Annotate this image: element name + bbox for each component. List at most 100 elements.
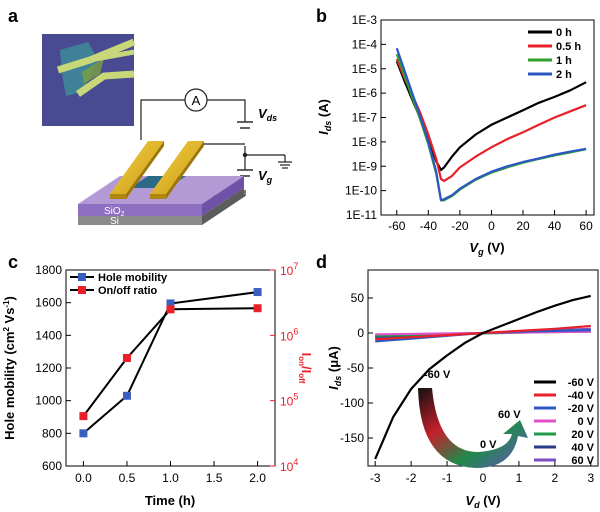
y-tick-label-c: 1200: [35, 361, 62, 375]
y-tick-label-d: 50: [351, 291, 365, 305]
y-axis-label-d: Ids (μA): [326, 346, 343, 390]
x-tick-label-b: -20: [451, 219, 469, 233]
series-group-b: [395, 47, 587, 202]
data-point-c-on-off-ratio: [122, 353, 131, 362]
legend-label-c-on-off-ratio: On/off ratio: [98, 285, 158, 297]
axis-ticks-b: -60 -40 -20 0 20 40 60 1E-11 1E-10 1E-9 1E-8 1E-7 1E…: [345, 13, 593, 233]
x-tick-label-d: 1: [516, 471, 523, 485]
y-tick-label-b: 1E-4: [352, 37, 378, 51]
y2-tick-label-c: 104: [280, 457, 298, 474]
legend-label-b-1-h: 1 h: [556, 55, 572, 67]
si-label: Si: [110, 216, 119, 227]
x-tick-label-d: -3: [370, 471, 381, 485]
arrow-start-label: -60 V: [424, 369, 451, 381]
x-tick-label-b: -60: [388, 219, 406, 233]
y-tick-label-b: 1E-9: [352, 159, 378, 173]
optical-image-inset: [42, 34, 136, 126]
x-tick-label-c: 0.5: [119, 471, 136, 485]
arrow-mid-label: 0 V: [480, 439, 497, 451]
data-point-c-hole-mobility: [253, 288, 262, 297]
legend-label-b-0-h: 0 h: [556, 27, 572, 39]
y-tick-label-b: 1E-8: [352, 135, 378, 149]
y-tick-label-b: 1E-11: [346, 208, 377, 222]
legend-label-d-20-v: -20 V: [568, 403, 595, 415]
x-tick-label-c: 1.0: [162, 471, 179, 485]
y-tick-label-b: 1E-7: [352, 111, 378, 125]
y2-axis-label-c: Ion/Ioff: [297, 353, 314, 384]
x-tick-label-c: 2.0: [249, 471, 266, 485]
x-tick-label-d: 3: [587, 471, 594, 485]
y-axis-label-b: Ids (A): [316, 99, 333, 135]
device-schematic: A Vds Vg SiO2 Si: [42, 34, 292, 227]
legend-swatch-c-on-off-ratio: [78, 286, 86, 294]
plot-area-d: [367, 269, 599, 467]
panel-label-a: a: [8, 6, 19, 26]
legend-label-d-60-v: 60 V: [571, 455, 594, 467]
legend-label-c-hole-mobility: Hole mobility: [98, 272, 168, 284]
series-line-d-60-v: [374, 294, 592, 460]
x-tick-label-c: 0.0: [75, 471, 92, 485]
series-line-c-hole-mobility: [82, 291, 258, 435]
y-tick-label-d: -150: [340, 431, 364, 445]
axis-ticks-d: -3 -2 -1 0 1 2 3 50 0 -50 -100 -150: [340, 291, 595, 485]
legend-label-d-0-v: 0 V: [577, 416, 594, 428]
series-group-c: [79, 288, 262, 438]
transfer-curve-chart: -60 -40 -20 0 20 40 60 1E-11 1E-10 1E-9 1E-8 1E-7 1E…: [316, 13, 595, 257]
gate-voltage-arrow: [418, 388, 528, 468]
y-tick-label-c: 600: [42, 459, 62, 473]
x-axis-label-c: Time (h): [145, 493, 195, 508]
node-dot: [242, 152, 248, 158]
y-tick-label-d: -50: [347, 361, 365, 375]
series-group-d: [374, 294, 592, 460]
x-tick-label-b: 40: [548, 219, 562, 233]
y-tick-label-c: 1400: [35, 328, 62, 342]
series-line-b-2-h: [395, 47, 587, 202]
legend-d: -60 V-40 V-20 V0 V20 V40 V60 V: [534, 377, 595, 467]
legend-label-b-2-h: 2 h: [556, 69, 572, 81]
data-point-c-on-off-ratio: [166, 305, 175, 314]
y-tick-label-b: 1E-10: [345, 184, 377, 198]
x-tick-label-b: 20: [516, 219, 530, 233]
panel-label-b: b: [316, 6, 327, 26]
legend-label-d-40-v: 40 V: [571, 442, 594, 454]
data-point-c-hole-mobility: [79, 429, 88, 438]
x-tick-label-d: -2: [406, 471, 417, 485]
x-tick-label-c: 1.5: [206, 471, 223, 485]
vds-source-symbol: [237, 121, 253, 129]
plot-area-c: [65, 269, 276, 467]
x-tick-label-b: -40: [420, 219, 438, 233]
x-tick-label-b: 0: [488, 219, 495, 233]
arrow-end-label: 60 V: [498, 409, 521, 421]
legend-label-d-20-v: 20 V: [571, 429, 594, 441]
legend-label-b-0-5-h: 0.5 h: [556, 41, 581, 53]
y2-tick-label-c: 105: [280, 392, 298, 409]
axis-ticks-c: 0.0 0.5 1.0 1.5 2.0 600 800 1000 1200 1400 1600 180…: [35, 261, 298, 485]
drain-electrode: [150, 141, 204, 199]
data-point-c-on-off-ratio: [79, 412, 88, 421]
x-axis-label-d: Vd (V): [465, 493, 500, 510]
vds-label: Vds: [258, 106, 277, 123]
vg-source-symbol: [237, 169, 253, 177]
series-line-c-on-off-ratio: [82, 307, 258, 417]
panel-label-d: d: [316, 252, 327, 272]
legend-b: 0 h 0.5 h 1 h 2 h: [528, 27, 581, 81]
y-tick-label-b: 1E-5: [352, 62, 378, 76]
legend-label-d-60-v: -60 V: [568, 377, 595, 389]
x-tick-label-d: 0: [480, 471, 487, 485]
y-tick-label-c: 800: [42, 426, 62, 440]
y-tick-label-c: 1800: [35, 263, 62, 277]
source-electrode: [110, 141, 164, 199]
y-tick-label-c: 1600: [35, 296, 62, 310]
legend-swatch-c-hole-mobility: [78, 273, 86, 281]
x-tick-label-d: 2: [552, 471, 559, 485]
vg-label: Vg: [258, 168, 273, 185]
ammeter: A: [184, 88, 208, 112]
y-tick-label-b: 1E-3: [352, 13, 378, 27]
data-point-c-on-off-ratio: [253, 304, 262, 313]
data-point-c-hole-mobility: [166, 299, 175, 308]
y-tick-label-b: 1E-6: [352, 86, 378, 100]
panel-label-c: c: [8, 252, 18, 272]
